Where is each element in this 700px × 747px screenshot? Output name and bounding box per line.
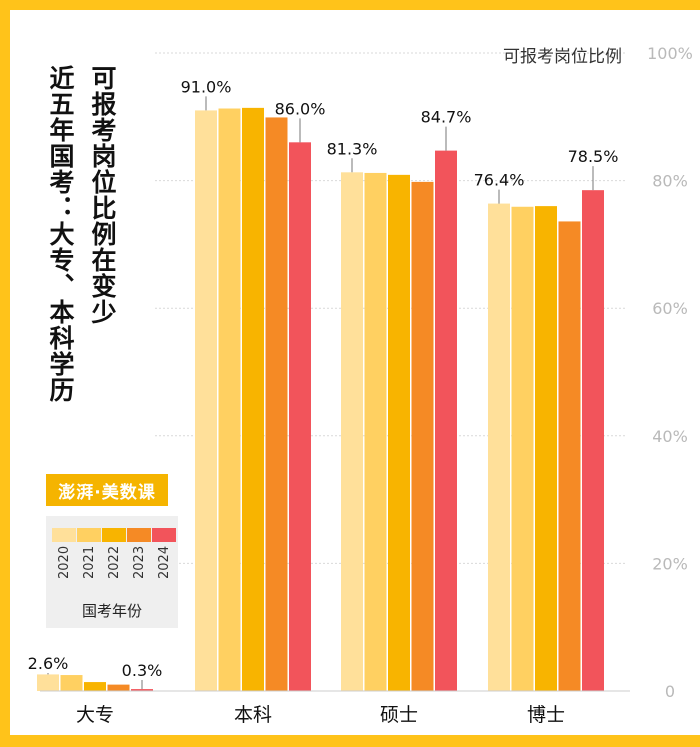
- bar-2022-0: [84, 682, 106, 691]
- y-tick-label: 20%: [652, 554, 688, 573]
- bar-2021-0: [60, 675, 83, 691]
- legend-swatch-2022: [102, 528, 126, 542]
- x-tick-label: 本科: [234, 704, 272, 726]
- y-axis-label: 可报考岗位比例: [503, 47, 622, 67]
- x-tick-label: 硕士: [380, 704, 418, 726]
- data-label: 78.5%: [568, 147, 619, 166]
- legend: 2020 2021 2022 2023 2024 国考年份: [46, 516, 178, 628]
- y-tick-label: 0: [665, 682, 675, 701]
- bar-2024-3: [582, 190, 604, 692]
- legend-label: 国考年份: [81, 602, 142, 620]
- bar-2023-0: [107, 684, 130, 691]
- data-label: 91.0%: [181, 77, 232, 96]
- legend-year: 2023: [132, 546, 147, 580]
- legend-year: 2021: [82, 546, 97, 580]
- data-label: 84.7%: [421, 108, 472, 127]
- bar-2022-1: [242, 107, 264, 692]
- bar-2021-1: [218, 108, 241, 692]
- data-label: 76.4%: [474, 171, 525, 190]
- bar-2024-2: [435, 150, 457, 691]
- data-label: 0.3%: [122, 661, 163, 680]
- x-tick-label: 大专: [76, 704, 114, 726]
- bar-2024-1: [289, 142, 311, 691]
- y-tick-label: 40%: [652, 427, 688, 446]
- bar-2023-1: [265, 117, 288, 692]
- bar-2020-0: [37, 674, 59, 691]
- legend-year: 2022: [107, 546, 122, 580]
- bar-2020-2: [341, 172, 363, 691]
- bar-2022-3: [535, 206, 557, 691]
- bar-2024-0: [131, 689, 153, 691]
- y-tick-label: 60%: [652, 299, 688, 318]
- legend-year: 2024: [157, 546, 172, 580]
- data-label: 86.0%: [275, 99, 326, 118]
- publisher-logo: 澎湃·美数课: [46, 474, 168, 506]
- bar-2021-3: [511, 206, 534, 691]
- x-tick-label: 博士: [527, 704, 565, 726]
- chart-card: 0 20% 40% 60% 80% 100% 可报考岗位比例大专 本科 硕士 博士 2.6% 0.3%…: [10, 10, 700, 735]
- y-tick-label: 100%: [647, 44, 693, 63]
- legend-years: 2020 2021 2022 2023 2024: [52, 546, 177, 592]
- data-label: 2.6%: [28, 654, 69, 673]
- legend-swatch-2020: [52, 528, 76, 542]
- y-tick-label: 80%: [652, 172, 688, 191]
- data-label: 81.3%: [327, 139, 378, 158]
- bar-2022-2: [388, 174, 410, 691]
- bar-2020-1: [195, 110, 217, 692]
- chart-title-line1: 可报考岗位比例在变少: [88, 65, 117, 325]
- legend-swatches: [52, 528, 177, 542]
- bar-2023-3: [558, 221, 581, 691]
- legend-year: 2020: [57, 546, 72, 580]
- chart-title-line2: 近五年国考：大专、本科学历: [46, 65, 75, 403]
- legend-swatch-2021: [77, 528, 101, 542]
- bar-2020-3: [488, 203, 510, 691]
- legend-swatch-2024: [152, 528, 176, 542]
- bar-2021-2: [364, 172, 387, 692]
- legend-swatch-2023: [127, 528, 151, 542]
- bar-2023-2: [411, 181, 434, 691]
